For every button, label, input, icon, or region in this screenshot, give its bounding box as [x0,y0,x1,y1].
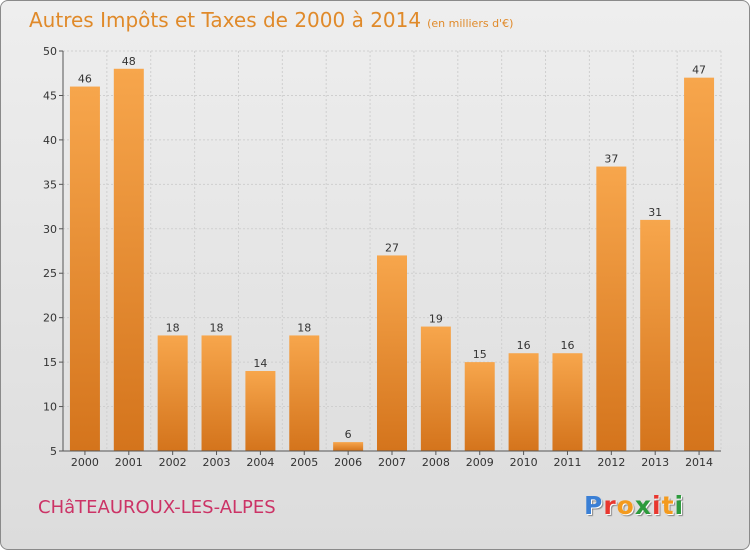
bar-2012 [596,166,627,452]
data-label: 27 [385,241,399,254]
logo-letter: o [616,491,635,520]
bar-2004 [245,371,276,451]
logo-letter: r [603,491,617,520]
data-label: 31 [648,206,662,219]
logo-letter: P [584,491,604,520]
commune-name: CHâTEAUROUX-LES-ALPES [38,497,276,518]
x-tick-label: 2008 [422,456,450,469]
x-tick-label: 2009 [466,456,494,469]
data-label: 19 [429,313,443,326]
bar-2007 [377,255,407,451]
chart-title-text: Autres Impôts et Taxes de 2000 à 2014 [29,8,422,32]
axes: 5 10 15 20 25 30 35 40 45 50 2000 2001 2002 2003 2004 2… [43,45,721,469]
proxiti-logo: Proxiti [584,491,684,520]
data-label: 16 [560,339,574,352]
bar-2008 [420,326,451,451]
y-tick-label: 20 [43,312,57,325]
bar-2002 [157,335,188,451]
logo-letter: i [652,491,662,520]
data-label: 37 [604,153,618,166]
data-label: 6 [345,428,352,441]
x-tick-label: 2004 [246,456,274,469]
logo-letter: t [661,491,675,520]
chart-subtitle: (en milliers d'€) [427,17,514,30]
x-tick-label: 2011 [553,456,581,469]
x-tick-label: 2001 [115,456,143,469]
x-tick-label: 2000 [71,456,99,469]
bar-2013 [640,219,671,451]
bar-2014 [684,77,715,452]
data-label: 16 [517,339,531,352]
x-tick-label: 2013 [641,456,669,469]
y-tick-label: 10 [43,401,57,414]
bar-2010 [508,353,539,451]
bar-2005 [289,335,320,451]
y-tick-label: 30 [43,223,57,236]
y-tick-label: 25 [43,267,57,280]
logo-letter: x [634,491,652,520]
bar-2000 [69,86,100,452]
bar-2006 [333,442,364,451]
x-tick-label: 2012 [597,456,625,469]
x-tick-label: 2003 [203,456,231,469]
chart-title: Autres Impôts et Taxes de 2000 à 2014 (en… [29,8,513,32]
logo-letter: i [674,491,685,520]
data-label: 14 [253,357,267,370]
y-tick-label: 15 [43,356,57,369]
data-label: 15 [473,348,487,361]
data-label: 46 [78,73,92,86]
bar-2009 [464,362,495,451]
data-label: 18 [297,321,311,334]
data-label: 47 [692,64,706,77]
y-tick-label: 5 [50,445,57,458]
y-tick-label: 35 [43,178,57,191]
bars: 46 48 18 18 14 18 6 27 19 15 16 16 37 31 47 [69,55,715,452]
y-tick-label: 50 [43,45,57,58]
y-tick-label: 45 [43,89,57,102]
x-tick-label: 2005 [290,456,318,469]
bar-2001 [113,68,144,452]
data-label: 18 [210,321,224,334]
data-label: 18 [166,321,180,334]
bar-2003 [201,335,232,451]
y-tick-label: 40 [43,134,57,147]
x-tick-label: 2007 [378,456,406,469]
x-tick-label: 2010 [510,456,538,469]
x-tick-label: 2002 [159,456,187,469]
data-label: 48 [122,55,136,68]
x-tick-label: 2006 [334,456,362,469]
bar-2011 [552,353,583,451]
x-tick-label: 2014 [685,456,713,469]
